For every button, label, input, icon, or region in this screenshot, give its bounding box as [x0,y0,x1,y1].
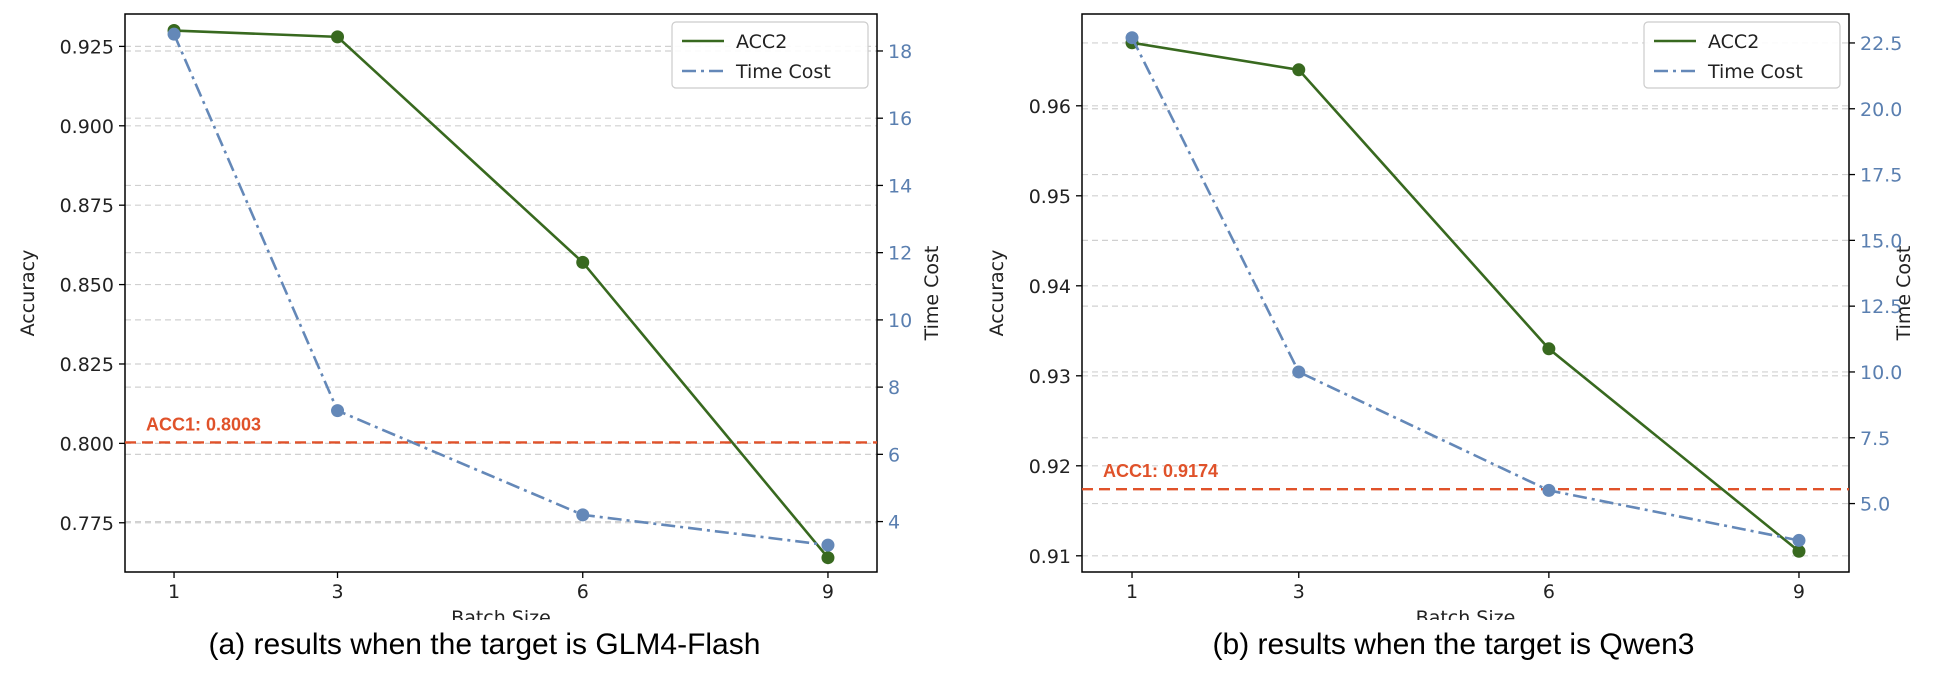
y-tick-label: 0.94 [1029,276,1071,298]
y2-tick-label: 14 [888,175,912,197]
grid [125,45,877,524]
x-tick-label: 9 [822,581,834,603]
y-tick-label: 0.96 [1029,96,1071,118]
time-cost-point [821,538,835,552]
y2-tick-label: 20.0 [1860,99,1902,121]
legend: ACC2 Time Cost [1643,21,1841,89]
y2-axis-label: Time Cost [921,246,943,342]
acc2-point [331,30,345,44]
legend-time-cost-label: Time Cost [735,61,831,83]
y2-tick-label: 6 [888,444,900,466]
y-tick-label: 0.95 [1029,186,1071,208]
y-tick-label: 0.850 [60,275,114,297]
plot-frame [1081,13,1850,573]
y-tick-label: 0.825 [60,354,114,376]
chart-a: 1 3 6 9 0.775 0.800 0.825 0.850 0.875 0.900 0.925 4… [17,13,943,620]
series-time-cost [167,27,835,552]
y2-tick-label: 18 [888,41,912,63]
x-tick-label: 6 [577,581,589,603]
acc1-label: ACC1: 0.9174 [1103,461,1218,481]
time-cost-point [1542,483,1556,497]
y-axis-label: Accuracy [986,250,1008,337]
acc2-line [173,29,829,559]
x-axis-label: Batch Size [1416,607,1516,620]
y-tick-label: 0.91 [1029,546,1071,568]
time-cost-point [576,508,590,522]
y-tick-label: 0.775 [60,513,114,535]
y-tick-label: 0.875 [60,195,114,217]
y2-tick-label: 17.5 [1860,165,1902,187]
y2-tick-label: 16 [888,108,912,130]
y2-tick-label: 7.5 [1860,428,1890,450]
acc2-line [1131,41,1800,553]
caption-b: (b) results when the target is Qwen3 [1212,628,1695,661]
y2-tick-label: 22.5 [1860,33,1902,55]
y-tick-label: 0.900 [60,116,114,138]
legend-acc2-label: ACC2 [736,31,787,53]
y2-tick-label: 10 [888,310,912,332]
y-tick-label: 0.92 [1029,456,1071,478]
x-tick-label: 6 [1543,581,1555,603]
x-tick-label: 3 [331,581,343,603]
legend: ACC2 Time Cost [671,21,869,89]
y2-tick-label: 8 [888,377,900,399]
time-cost-point [331,404,345,418]
x-axis-label: Batch Size [451,607,551,620]
time-cost-line [1130,37,1800,542]
y2-tick-label: 5.0 [1860,494,1890,516]
series-acc2 [1125,36,1806,558]
time-cost-point [167,27,181,41]
time-cost-line [172,33,829,547]
series-time-cost [1125,31,1806,547]
series-acc2 [167,24,835,565]
grid [1082,42,1849,557]
x-tick-label: 1 [168,581,180,603]
x-tick-label: 1 [1126,581,1138,603]
y-tick-label: 0.93 [1029,366,1071,388]
chart-panel-a: 1 3 6 9 0.775 0.800 0.825 0.850 0.875 0.900 0.925 4… [17,13,943,661]
time-cost-point [1292,365,1306,379]
plot-frame [124,13,878,573]
acc2-point [1292,63,1306,77]
y-tick-label: 0.800 [60,433,114,455]
acc2-point [576,255,590,269]
x-tick-label: 3 [1293,581,1305,603]
time-cost-point [1792,533,1806,547]
y2-tick-label: 15.0 [1860,230,1902,252]
legend-time-cost-label: Time Cost [1707,61,1803,83]
y2-tick-label: 4 [888,512,900,534]
y2-axis-label: Time Cost [1893,246,1915,342]
y2-tick-label: 12.5 [1860,296,1902,318]
y-axis-label: Accuracy [17,250,39,337]
acc2-point [1542,342,1556,356]
acc2-point [821,551,835,565]
chart-panel-b: 1 3 6 9 0.91 0.92 0.93 0.94 0.95 0.96 5.0 7.5 10.0 12… [969,0,1938,679]
legend-acc2-label: ACC2 [1708,31,1759,53]
y2-tick-label: 10.0 [1860,362,1902,384]
time-cost-point [1125,31,1139,45]
chart-b: 1 3 6 9 0.91 0.92 0.93 0.94 0.95 0.96 5.0 7.5 10.0 12… [986,13,1915,620]
y2-tick-label: 12 [888,243,912,265]
caption-a: (a) results when the target is GLM4-Flas… [208,628,761,661]
x-tick-label: 9 [1793,581,1805,603]
acc2-point [1792,544,1806,558]
acc1-label: ACC1: 0.8003 [146,414,261,434]
y-tick-label: 0.925 [60,36,114,58]
